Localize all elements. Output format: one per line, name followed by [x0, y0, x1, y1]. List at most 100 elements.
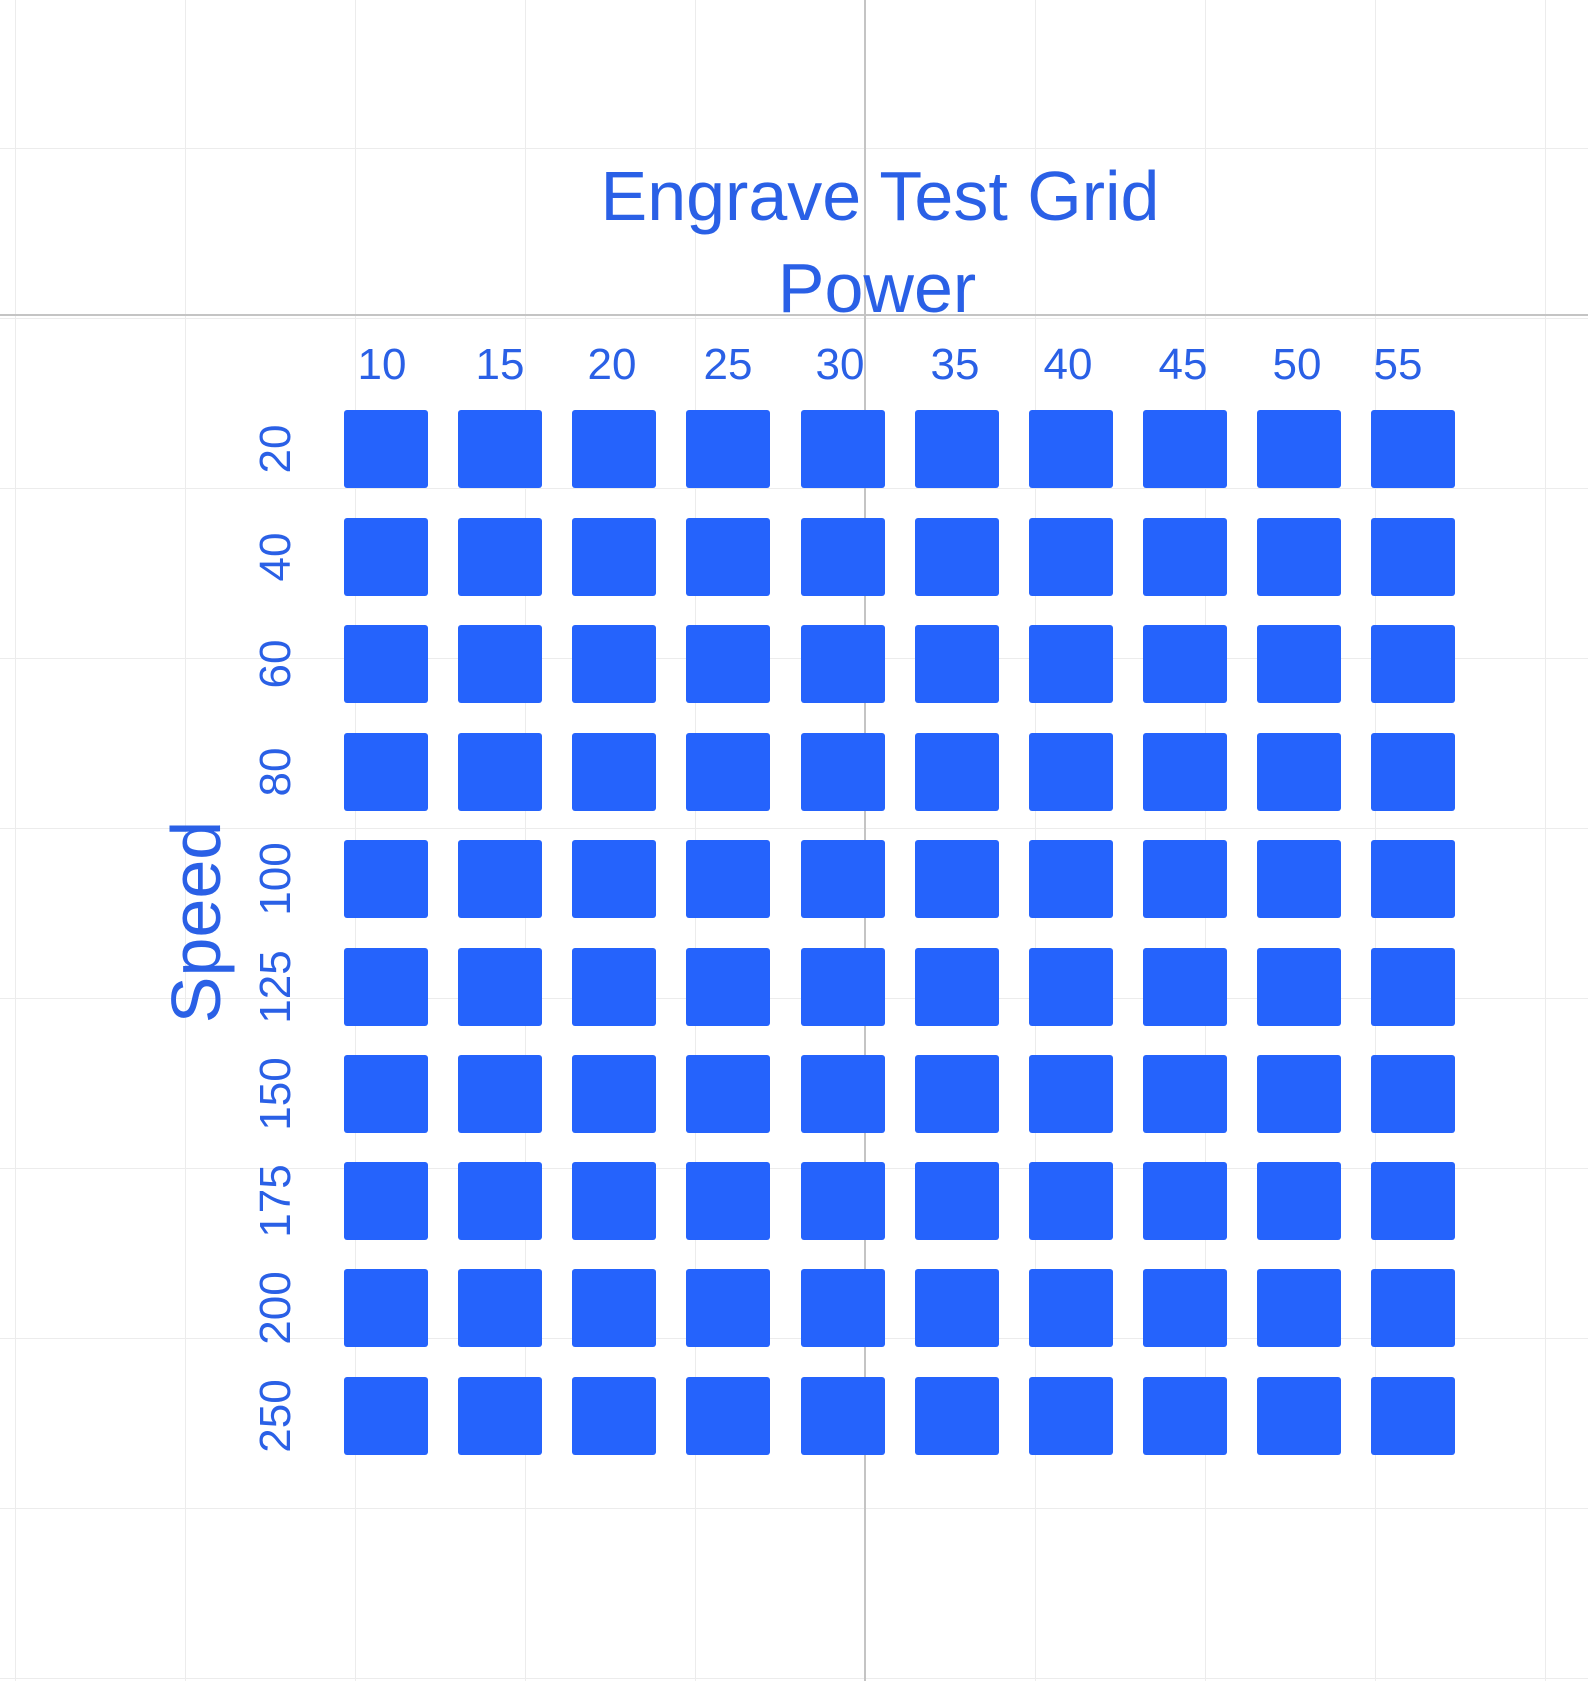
test-cell[interactable]: [915, 518, 999, 596]
test-cell[interactable]: [686, 1055, 770, 1133]
test-cell[interactable]: [572, 733, 656, 811]
test-cell[interactable]: [1371, 518, 1455, 596]
test-cell[interactable]: [1257, 948, 1341, 1026]
test-cell[interactable]: [1371, 733, 1455, 811]
power-value-label[interactable]: 50: [1272, 340, 1322, 389]
test-cell[interactable]: [344, 840, 428, 918]
power-value-label[interactable]: 25: [703, 340, 753, 389]
speed-value-label[interactable]: 200: [251, 1271, 300, 1345]
test-cell[interactable]: [1257, 840, 1341, 918]
test-cell[interactable]: [344, 1377, 428, 1455]
test-cell[interactable]: [572, 410, 656, 488]
test-cell[interactable]: [458, 410, 542, 488]
test-cell[interactable]: [1143, 1055, 1227, 1133]
test-cell[interactable]: [1029, 733, 1113, 811]
test-cell[interactable]: [458, 1055, 542, 1133]
test-cell[interactable]: [801, 1269, 885, 1347]
test-cell[interactable]: [1029, 518, 1113, 596]
test-cell[interactable]: [915, 1269, 999, 1347]
test-cell[interactable]: [1143, 410, 1227, 488]
power-value-label[interactable]: 55: [1373, 340, 1423, 389]
test-cell[interactable]: [801, 518, 885, 596]
test-cell[interactable]: [1029, 840, 1113, 918]
test-cell[interactable]: [1257, 1377, 1341, 1455]
test-cell[interactable]: [1371, 625, 1455, 703]
speed-value-label[interactable]: 80: [251, 747, 300, 797]
test-cell[interactable]: [801, 948, 885, 1026]
test-cell[interactable]: [1143, 1269, 1227, 1347]
test-cell[interactable]: [801, 1162, 885, 1240]
test-cell[interactable]: [458, 1377, 542, 1455]
test-cell[interactable]: [1257, 1162, 1341, 1240]
power-axis-label[interactable]: Power: [777, 249, 977, 327]
test-cell[interactable]: [344, 1162, 428, 1240]
test-cell[interactable]: [458, 948, 542, 1026]
test-cell[interactable]: [1029, 1162, 1113, 1240]
test-cell[interactable]: [572, 948, 656, 1026]
test-cell[interactable]: [686, 733, 770, 811]
power-value-label[interactable]: 35: [930, 340, 980, 389]
test-cell[interactable]: [1257, 518, 1341, 596]
test-cell[interactable]: [458, 840, 542, 918]
test-cell[interactable]: [686, 840, 770, 918]
power-value-label[interactable]: 20: [587, 340, 637, 389]
test-cell[interactable]: [801, 410, 885, 488]
test-cell[interactable]: [1143, 1162, 1227, 1240]
speed-value-label[interactable]: 40: [251, 532, 300, 582]
test-cell[interactable]: [572, 1055, 656, 1133]
test-cell[interactable]: [686, 625, 770, 703]
test-cell[interactable]: [572, 1162, 656, 1240]
test-cell[interactable]: [1029, 1055, 1113, 1133]
test-cell[interactable]: [1257, 1055, 1341, 1133]
test-cell[interactable]: [458, 1162, 542, 1240]
power-value-label[interactable]: 45: [1158, 340, 1208, 389]
test-cell[interactable]: [1371, 840, 1455, 918]
test-cell[interactable]: [572, 1269, 656, 1347]
test-cell[interactable]: [915, 840, 999, 918]
test-cell[interactable]: [1371, 1162, 1455, 1240]
power-value-label[interactable]: 30: [815, 340, 865, 389]
speed-value-label[interactable]: 60: [251, 639, 300, 689]
test-cell[interactable]: [344, 1269, 428, 1347]
test-cell[interactable]: [1257, 625, 1341, 703]
test-cell[interactable]: [1371, 410, 1455, 488]
test-cell[interactable]: [801, 733, 885, 811]
speed-value-label[interactable]: 125: [251, 950, 300, 1024]
test-cell[interactable]: [915, 1162, 999, 1240]
test-cell[interactable]: [1143, 733, 1227, 811]
test-cell[interactable]: [572, 1377, 656, 1455]
test-cell[interactable]: [344, 625, 428, 703]
test-cell[interactable]: [572, 518, 656, 596]
test-cell[interactable]: [686, 410, 770, 488]
test-cell[interactable]: [1143, 625, 1227, 703]
test-cell[interactable]: [915, 410, 999, 488]
test-cell[interactable]: [801, 1377, 885, 1455]
power-value-label[interactable]: 40: [1043, 340, 1093, 389]
speed-axis-label[interactable]: Speed: [157, 820, 235, 1024]
test-cell[interactable]: [801, 840, 885, 918]
test-cell[interactable]: [344, 410, 428, 488]
test-cell[interactable]: [801, 1055, 885, 1133]
test-cell[interactable]: [915, 625, 999, 703]
test-cell[interactable]: [344, 1055, 428, 1133]
test-cell[interactable]: [458, 518, 542, 596]
speed-value-label[interactable]: 100: [251, 842, 300, 916]
test-cell[interactable]: [686, 1162, 770, 1240]
test-cell[interactable]: [1371, 1269, 1455, 1347]
test-cell[interactable]: [572, 840, 656, 918]
test-cell[interactable]: [686, 1269, 770, 1347]
test-cell[interactable]: [1143, 840, 1227, 918]
test-cell[interactable]: [915, 733, 999, 811]
speed-value-label[interactable]: 20: [251, 424, 300, 474]
test-cell[interactable]: [1371, 1055, 1455, 1133]
test-cell[interactable]: [458, 625, 542, 703]
speed-value-label[interactable]: 175: [251, 1164, 300, 1238]
test-cell[interactable]: [1029, 410, 1113, 488]
test-cell[interactable]: [344, 518, 428, 596]
test-cell[interactable]: [915, 1377, 999, 1455]
test-cell[interactable]: [1029, 1377, 1113, 1455]
test-cell[interactable]: [1257, 733, 1341, 811]
test-cell[interactable]: [686, 518, 770, 596]
power-value-label[interactable]: 15: [475, 340, 525, 389]
